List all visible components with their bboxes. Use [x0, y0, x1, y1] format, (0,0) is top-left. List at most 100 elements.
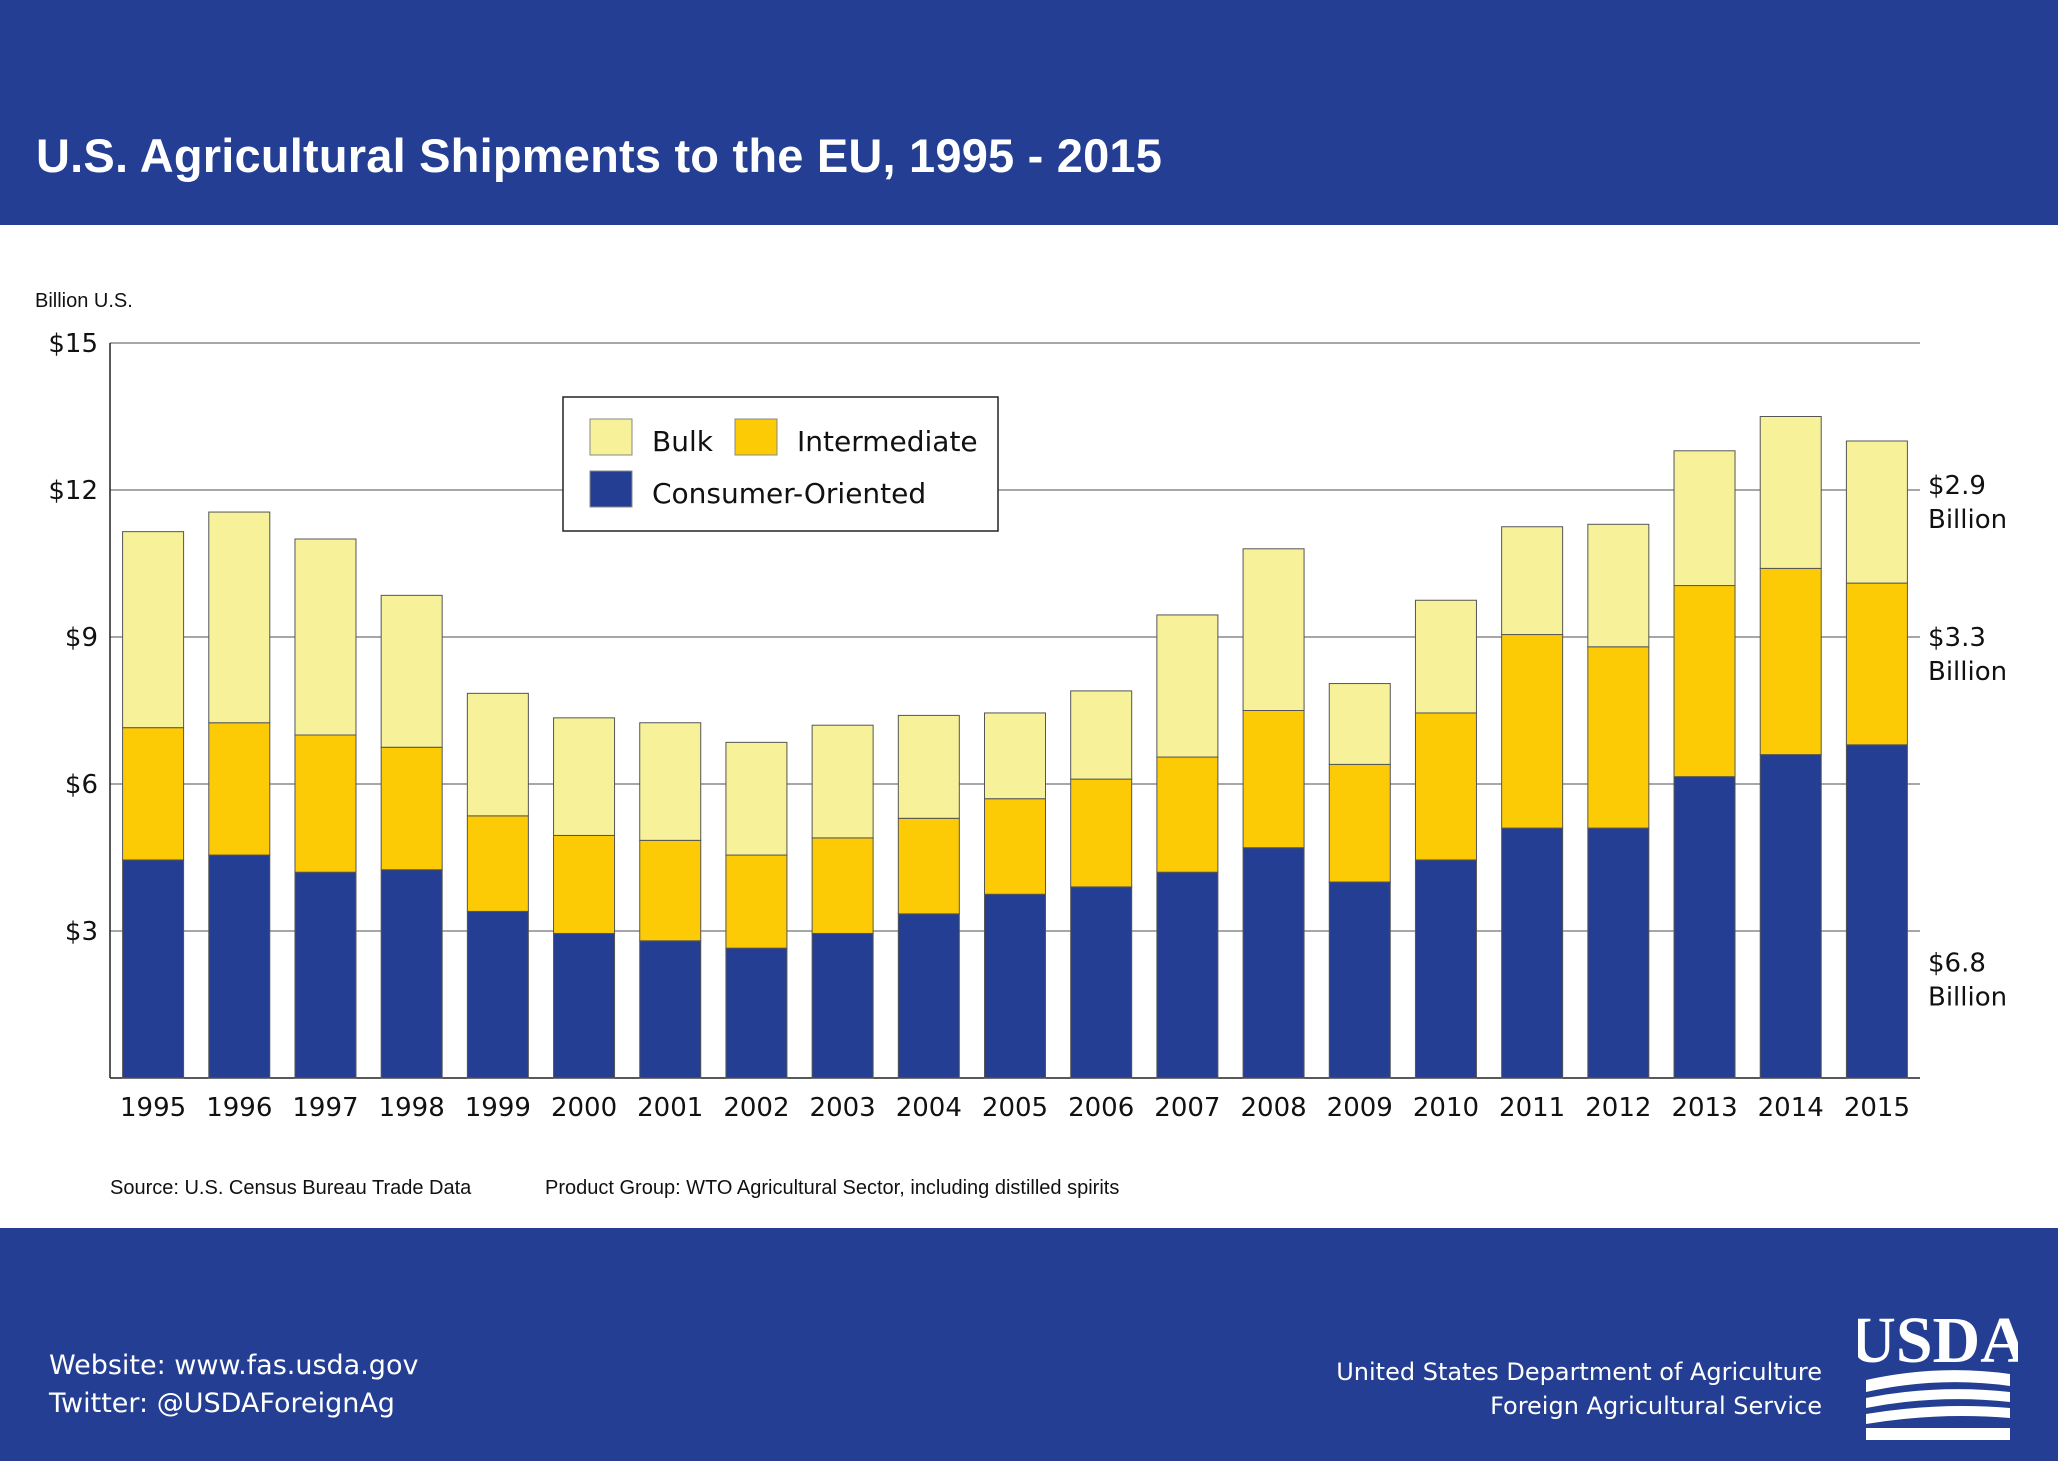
- bar-intermediate-2002: [725, 854, 788, 949]
- page-title: U.S. Agricultural Shipments to the EU, 1…: [36, 129, 1163, 182]
- bar-intermediate-2013: [1673, 585, 1736, 778]
- bar-intermediate-2015: [1845, 582, 1908, 746]
- x-tick-label: 1998: [379, 1093, 445, 1123]
- x-tick-label: 2002: [723, 1093, 789, 1123]
- bar-bulk-1995: [122, 531, 185, 729]
- bar-bulk-2013: [1673, 450, 1736, 587]
- bar-consumer-oriented-2001: [639, 940, 702, 1079]
- bar-bulk-1997: [294, 538, 357, 736]
- legend-label: Bulk: [652, 425, 714, 458]
- bar-intermediate-2012: [1587, 646, 1650, 829]
- bar-consumer-oriented-2011: [1501, 827, 1564, 1079]
- annotation-value: $2.9: [1928, 471, 1986, 501]
- y-tick-label: $6: [65, 770, 98, 800]
- legend-label: Consumer-Oriented: [652, 477, 926, 510]
- bar-bulk-2007: [1156, 614, 1219, 758]
- bar-bulk-1996: [208, 511, 271, 724]
- x-tick-label: 2014: [1758, 1093, 1824, 1123]
- x-tick-label: 2012: [1585, 1093, 1651, 1123]
- annotation-value: $3.3: [1928, 623, 1986, 653]
- stacked-bar-chart: Billion U.S. $3 $6 $9 $12 $15 1995 1996 1997 1998…: [35, 290, 2007, 1199]
- bar-consumer-oriented-2002: [725, 947, 788, 1079]
- bar-bulk-2006: [1070, 690, 1133, 780]
- legend-swatch: [734, 418, 778, 456]
- x-tick-label: 2001: [637, 1093, 703, 1123]
- x-tick-label: 2013: [1671, 1093, 1737, 1123]
- bar-intermediate-1995: [122, 727, 185, 861]
- usda-logo-text: USDA: [1858, 1304, 2018, 1377]
- y-tick-label: $15: [48, 329, 98, 359]
- bar-consumer-oriented-2000: [553, 932, 616, 1079]
- bar-intermediate-2003: [811, 837, 874, 934]
- bar-intermediate-2014: [1759, 567, 1822, 756]
- bar-consumer-oriented-2015: [1845, 744, 1908, 1079]
- bar-intermediate-2001: [639, 839, 702, 942]
- x-tick-label: 2000: [551, 1093, 617, 1123]
- usda-logo: USDA: [1858, 1304, 2018, 1440]
- x-tick-label: 2008: [1240, 1093, 1306, 1123]
- bar-bulk-2005: [984, 712, 1046, 800]
- bar-intermediate-1997: [294, 734, 357, 873]
- bar-consumer-oriented-2004: [897, 913, 960, 1079]
- legend-label: Intermediate: [797, 425, 978, 458]
- bar-consumer-oriented-1996: [208, 854, 271, 1079]
- x-tick-label: 2015: [1844, 1093, 1910, 1123]
- y-axis-label: Billion U.S.: [35, 290, 133, 312]
- bar-consumer-oriented-2005: [984, 893, 1046, 1079]
- legend-box: [562, 396, 999, 532]
- bar-bulk-2011: [1501, 526, 1564, 636]
- x-tick-label: 2006: [1068, 1093, 1134, 1123]
- bar-consumer-oriented-1998: [380, 869, 443, 1079]
- product-note: Product Group: WTO Agricultural Sector, …: [545, 1177, 1119, 1199]
- bar-consumer-oriented-1995: [122, 859, 185, 1079]
- bar-intermediate-2005: [984, 798, 1046, 895]
- bar-intermediate-2000: [553, 834, 616, 934]
- x-tick-label: 1996: [206, 1093, 272, 1123]
- x-tick-label: 2010: [1413, 1093, 1479, 1123]
- legend-swatch: [589, 470, 633, 508]
- bar-intermediate-1996: [208, 722, 271, 856]
- bar-bulk-2000: [553, 717, 616, 836]
- bar-bulk-2010: [1414, 599, 1477, 714]
- bar-bulk-2015: [1845, 440, 1908, 584]
- bar-consumer-oriented-1997: [294, 871, 357, 1079]
- bar-bulk-2012: [1587, 523, 1650, 648]
- bar-bulk-1999: [466, 692, 529, 817]
- legend-swatch: [589, 418, 633, 456]
- bar-bulk-2009: [1328, 683, 1391, 765]
- website-text: Website: www.fas.usda.gov: [49, 1350, 419, 1381]
- x-tick-label: 1997: [292, 1093, 358, 1123]
- bar-consumer-oriented-2008: [1242, 847, 1305, 1079]
- x-tick-label: 1999: [465, 1093, 531, 1123]
- x-tick-label: 2003: [810, 1093, 876, 1123]
- bar-consumer-oriented-2010: [1414, 859, 1477, 1079]
- header-banner: U.S. Agricultural Shipments to the EU, 1…: [0, 0, 2058, 225]
- x-tick-label: 2004: [896, 1093, 962, 1123]
- annotation-unit: Billion: [1928, 657, 2007, 687]
- twitter-text: Twitter: @USDAForeignAg: [49, 1388, 395, 1419]
- x-tick-label: 2009: [1327, 1093, 1393, 1123]
- x-tick-label: 2007: [1154, 1093, 1220, 1123]
- y-tick-label: $12: [48, 476, 98, 506]
- bar-intermediate-1998: [380, 746, 443, 871]
- bar-intermediate-2010: [1414, 712, 1477, 861]
- bar-consumer-oriented-2009: [1328, 881, 1391, 1079]
- bar-intermediate-2006: [1070, 778, 1133, 888]
- bar-bulk-2001: [639, 722, 702, 841]
- bar-intermediate-2009: [1328, 763, 1391, 883]
- y-tick-label: $9: [65, 623, 98, 653]
- bar-bulk-2003: [811, 724, 874, 839]
- bar-consumer-oriented-2013: [1673, 776, 1736, 1079]
- bar-bulk-1998: [380, 594, 443, 748]
- source-note: Source: U.S. Census Bureau Trade Data: [110, 1177, 472, 1199]
- bar-intermediate-2011: [1501, 634, 1564, 829]
- bar-intermediate-2008: [1242, 710, 1305, 849]
- bar-bulk-2008: [1242, 548, 1305, 711]
- x-tick-label: 1995: [120, 1093, 186, 1123]
- bar-intermediate-2004: [897, 817, 960, 915]
- x-tick-label: 2005: [982, 1093, 1048, 1123]
- annotation-unit: Billion: [1928, 505, 2007, 535]
- bar-consumer-oriented-2012: [1587, 827, 1650, 1079]
- agency-name: United States Department of Agriculture: [1336, 1358, 1822, 1386]
- bar-consumer-oriented-2003: [811, 932, 874, 1079]
